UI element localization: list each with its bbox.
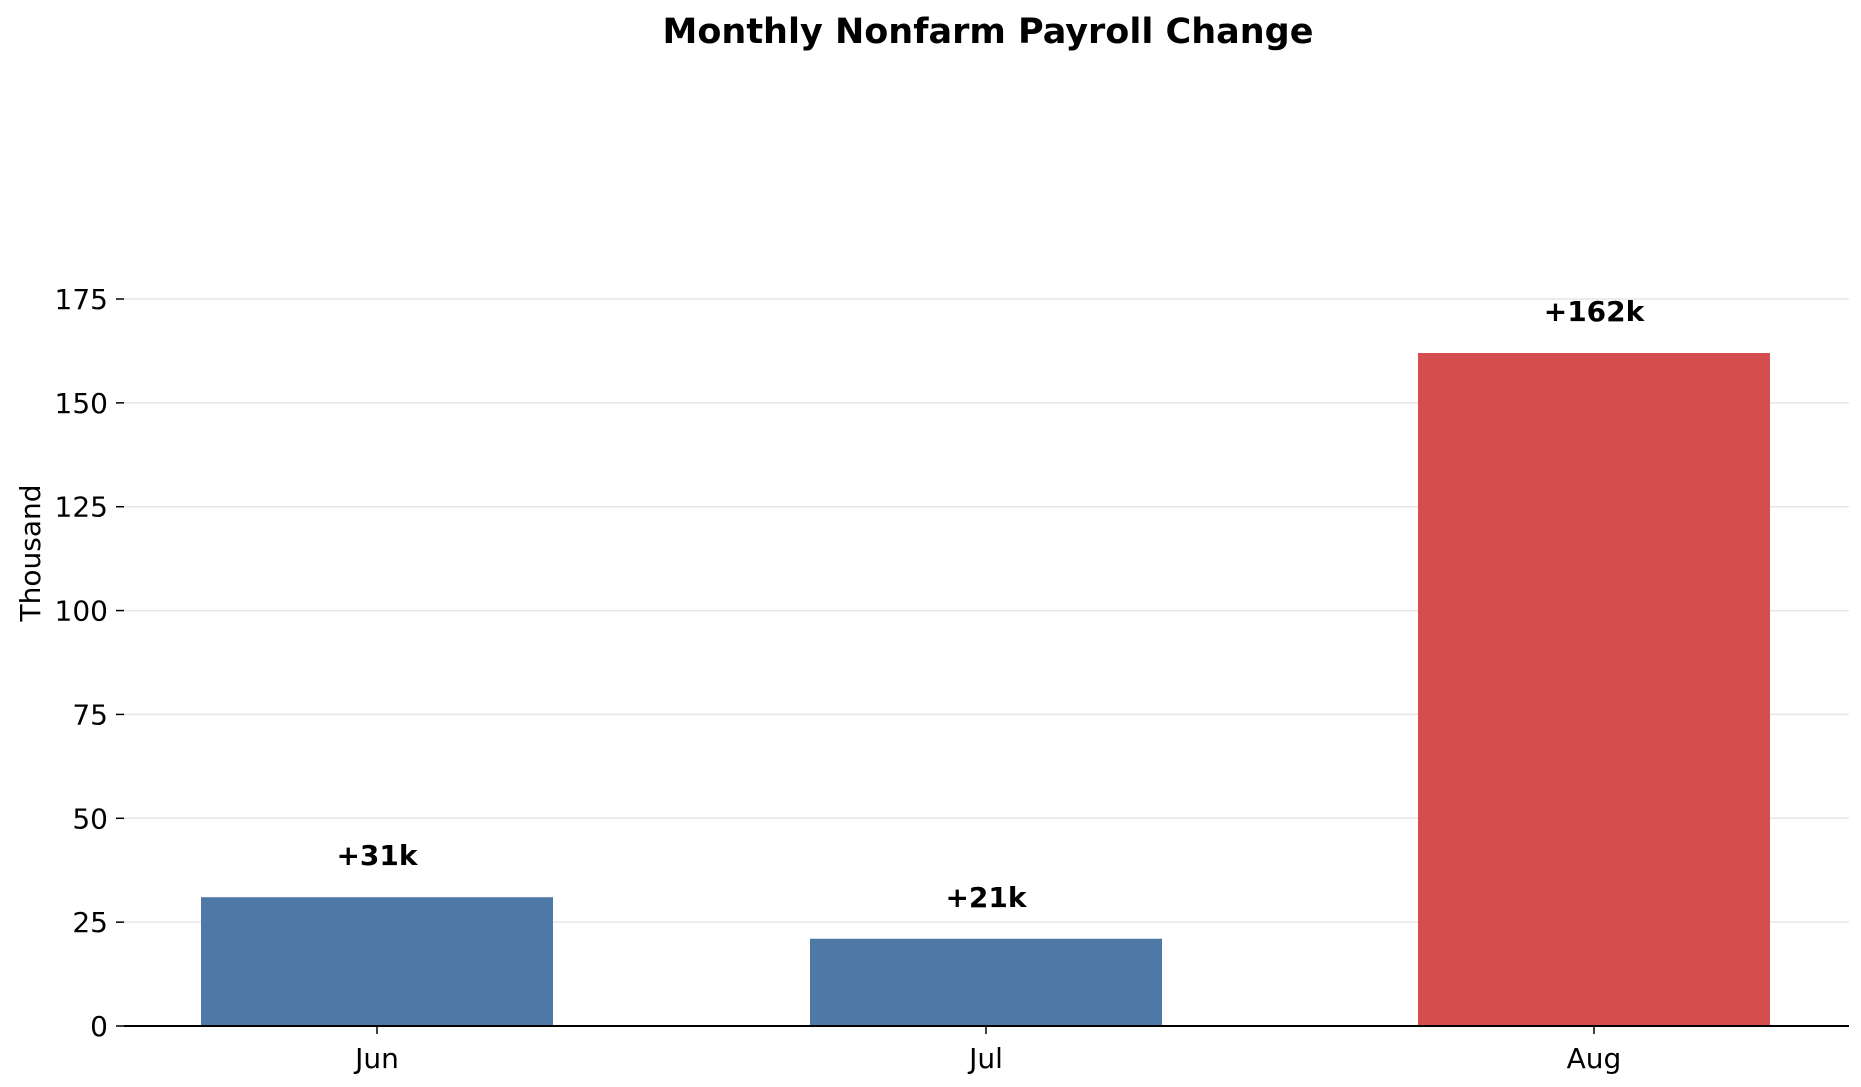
data-label-aug: +162k (1544, 295, 1646, 328)
y-tick-label: 125 (55, 491, 108, 524)
bar-aug (1418, 353, 1770, 1026)
axes: 0 25 50 75 100 125 150 175 Jun Jul Aug (55, 283, 1849, 1075)
y-tick-label: 75 (72, 698, 108, 731)
y-tick-label: 150 (55, 387, 108, 420)
y-tick-label: 175 (55, 283, 108, 316)
bar-jul (810, 938, 1162, 1026)
data-label-jun: +31k (336, 839, 418, 872)
gridlines (124, 298, 1849, 923)
y-tick-label: 25 (72, 906, 108, 939)
bar-jun (201, 897, 553, 1026)
x-tick-label-jun: Jun (353, 1042, 399, 1075)
y-tick-label: 50 (72, 802, 108, 835)
y-tick-label: 100 (55, 595, 108, 628)
y-tick-label: 0 (90, 1010, 108, 1043)
data-labels: +31k +21k +162k (336, 295, 1645, 914)
bars (201, 353, 1770, 1026)
x-tick-label-aug: Aug (1567, 1042, 1622, 1075)
x-tick-label-jul: Jul (967, 1042, 1003, 1075)
chart-title: Monthly Nonfarm Payroll Change (663, 12, 1314, 52)
data-label-jul: +21k (945, 881, 1027, 914)
y-axis-label: Thousand (14, 485, 47, 623)
